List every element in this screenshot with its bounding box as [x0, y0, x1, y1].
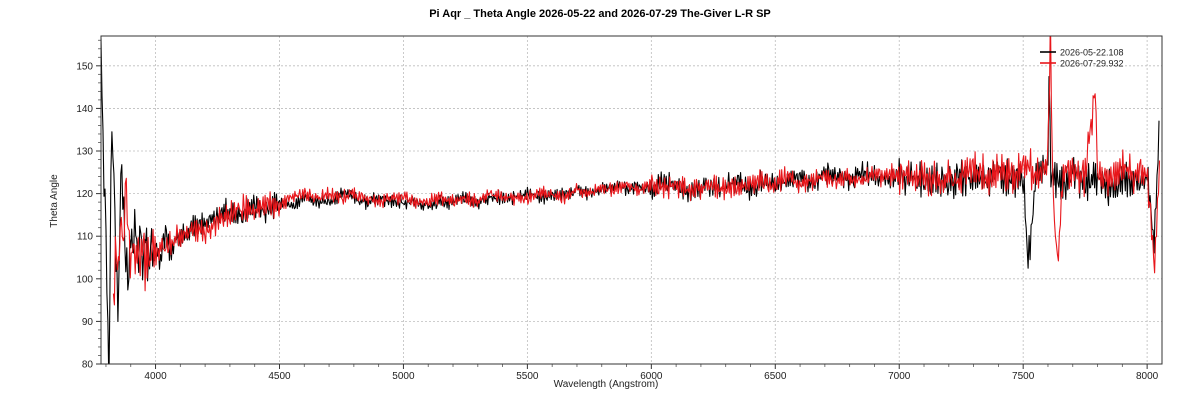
- x-tick-label: 5500: [516, 371, 539, 382]
- x-tick-label: 7000: [888, 371, 911, 382]
- x-tick-label: 4500: [268, 371, 291, 382]
- y-tick-label: 120: [76, 189, 93, 200]
- y-tick-label: 150: [76, 61, 93, 72]
- y-tick-label: 140: [76, 104, 93, 115]
- chart-title: Pi Aqr _ Theta Angle 2026-05-22 and 2026…: [429, 8, 771, 20]
- y-tick-label: 130: [76, 147, 93, 158]
- y-tick-label: 100: [76, 274, 93, 285]
- axis-ticks: 4000 4500 5000 5500 6000 6500 7000 7500 8000 80 90…: [76, 39, 1159, 382]
- y-tick-label: 80: [82, 360, 94, 371]
- y-tick-label: 110: [77, 232, 93, 243]
- x-tick-label: 6000: [640, 371, 663, 382]
- series-lines: [101, 36, 1161, 364]
- x-tick-label: 8000: [1136, 371, 1159, 382]
- x-tick-label: 7500: [1012, 371, 1035, 382]
- y-tick-label: 90: [82, 317, 94, 328]
- legend-label: 2026-05-22.108: [1060, 48, 1124, 58]
- series-line-2: [112, 36, 1161, 306]
- x-tick-label: 5000: [392, 371, 415, 382]
- x-axis-title: Wavelength (Angstrom): [554, 379, 659, 390]
- y-axis-title: Theta Angle: [49, 174, 60, 228]
- x-tick-label: 6500: [764, 371, 787, 382]
- legend-label: 2026-07-29.932: [1060, 59, 1124, 69]
- plot-frame: [100, 35, 1163, 365]
- x-tick-label: 4000: [144, 371, 167, 382]
